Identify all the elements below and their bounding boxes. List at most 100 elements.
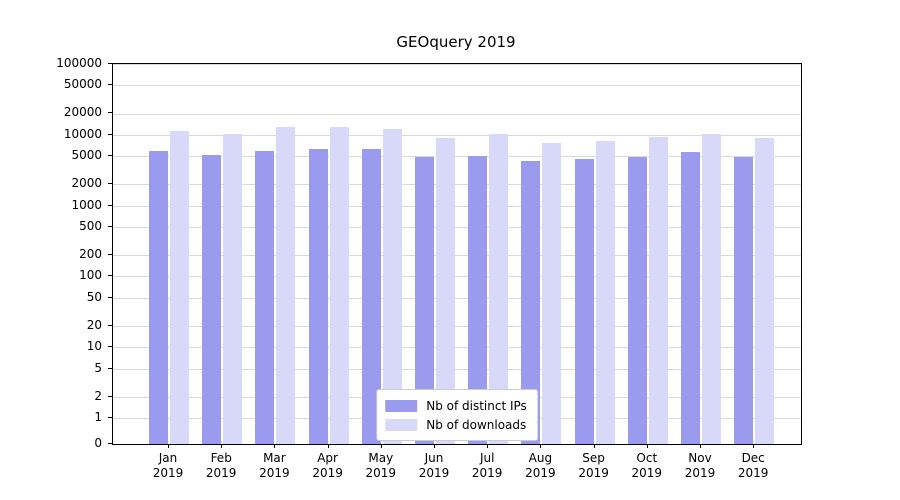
bar-downloads-oct: [648, 137, 668, 444]
legend: Nb of distinct IPs Nb of downloads: [376, 389, 538, 441]
y-tick-mark: [108, 324, 112, 326]
y-tick-mark: [108, 204, 112, 206]
plot-area: Nb of distinct IPs Nb of downloads: [112, 63, 802, 445]
y-tick-label: 20000: [63, 105, 102, 120]
bar-distinct-ips-jul: [468, 155, 488, 444]
gridline: [113, 184, 801, 186]
x-tick-label: Apr 2019: [312, 451, 343, 480]
y-tick-label: 100000: [56, 56, 102, 70]
x-tick-label: Nov 2019: [684, 451, 716, 480]
bar-distinct-ips-jun: [415, 157, 434, 444]
bar-distinct-ips-mar: [255, 151, 275, 444]
x-tick-mark: [168, 444, 169, 448]
bar-distinct-ips-dec: [734, 156, 754, 444]
x-tick-label: Aug 2019: [525, 451, 556, 480]
y-tick-mark: [108, 225, 112, 227]
y-tick-label: 2000: [71, 176, 102, 191]
gridline: [113, 205, 801, 207]
x-tick-mark: [753, 444, 755, 448]
bar-downloads-sep: [595, 141, 615, 444]
y-tick-mark: [108, 112, 112, 114]
y-tick-label: 50: [86, 289, 102, 304]
legend-item-downloads: Nb of downloads: [385, 415, 527, 434]
y-tick-label: 20: [86, 317, 102, 332]
bar-downloads-dec: [755, 138, 775, 444]
x-tick-label: Feb 2019: [205, 451, 237, 480]
gridline: [113, 368, 801, 370]
x-tick-label: Jan 2019: [152, 451, 184, 480]
x-tick-mark: [434, 444, 435, 448]
gridline: [113, 113, 801, 115]
legend-label-downloads: Nb of downloads: [426, 417, 527, 432]
bar-distinct-ips-nov: [681, 152, 700, 444]
gridline: [113, 255, 801, 257]
bar-downloads-may: [382, 129, 402, 444]
y-tick-label: 100: [79, 268, 102, 283]
gridline: [113, 325, 801, 327]
y-tick-label: 500: [79, 218, 102, 233]
y-tick-mark: [108, 133, 112, 135]
bar-downloads-mar: [276, 127, 296, 444]
y-axis: 0 1 2 5 10 20 50 100 200 500 1000 2000 5000 10000 2000…: [0, 56, 112, 450]
gridline: [113, 347, 801, 349]
bar-downloads-jul: [489, 133, 509, 444]
bar-distinct-ips-jan: [149, 150, 168, 444]
y-tick-label: 5000: [71, 148, 102, 163]
y-tick-label: 10000: [63, 126, 102, 141]
y-tick-mark: [108, 63, 112, 64]
legend-item-distinct-ips: Nb of distinct IPs: [385, 396, 527, 415]
bar-downloads-jan: [170, 130, 189, 444]
bar-downloads-aug: [542, 143, 562, 444]
x-tick-mark: [274, 444, 276, 448]
gridline: [113, 64, 801, 65]
y-tick-mark: [108, 254, 112, 256]
y-tick-label: 200: [79, 247, 102, 262]
x-tick-label: Mar 2019: [259, 451, 290, 480]
bars: [113, 64, 801, 444]
gridline: [113, 134, 801, 136]
y-tick-label: 50000: [63, 77, 102, 92]
y-tick-mark: [108, 346, 112, 348]
y-tick-label: 1: [94, 410, 102, 424]
y-tick-mark: [108, 155, 112, 157]
gridline: [113, 156, 801, 158]
bar-distinct-ips-apr: [308, 149, 328, 444]
bar-distinct-ips-aug: [521, 161, 541, 444]
x-tick-mark: [700, 444, 701, 448]
bar-downloads-feb: [223, 134, 243, 444]
bar-downloads-jun: [436, 138, 455, 444]
y-tick-mark: [108, 395, 112, 397]
legend-label-distinct-ips: Nb of distinct IPs: [426, 398, 527, 413]
gridline: [113, 226, 801, 228]
x-tick-label: Jun 2019: [418, 451, 450, 480]
x-tick-label: Jul 2019: [471, 451, 503, 480]
chart-title: GEOquery 2019: [396, 33, 516, 51]
gridline: [113, 85, 801, 87]
x-axis: Jan 2019 Feb 2019 Mar 2019 Apr 2019 May 2019 Jun 20…: [112, 444, 800, 494]
gridline: [113, 276, 801, 278]
bar-downloads-apr: [329, 127, 349, 444]
x-tick-mark: [646, 444, 648, 448]
bar-distinct-ips-may: [361, 149, 381, 444]
x-tick-mark: [221, 444, 223, 448]
x-tick-label: May 2019: [365, 451, 397, 480]
y-tick-label: 1000: [71, 197, 102, 212]
y-tick-mark: [108, 443, 112, 444]
x-tick-label: Oct 2019: [631, 451, 663, 480]
legend-swatch-downloads: [385, 418, 418, 431]
x-tick-label: Dec 2019: [737, 451, 769, 480]
x-tick-label: Sep 2019: [578, 451, 609, 480]
y-tick-mark: [108, 367, 112, 369]
y-tick-label: 2: [94, 388, 102, 403]
gridline: [113, 297, 801, 299]
y-tick-mark: [108, 84, 112, 86]
y-tick-mark: [108, 183, 112, 185]
bar-distinct-ips-sep: [574, 159, 594, 444]
x-tick-mark: [487, 444, 489, 448]
y-tick-label: 10: [86, 339, 102, 354]
y-tick-mark: [108, 296, 112, 298]
bar-downloads-nov: [702, 134, 721, 444]
x-tick-mark: [327, 444, 329, 448]
y-tick-mark: [108, 275, 112, 277]
